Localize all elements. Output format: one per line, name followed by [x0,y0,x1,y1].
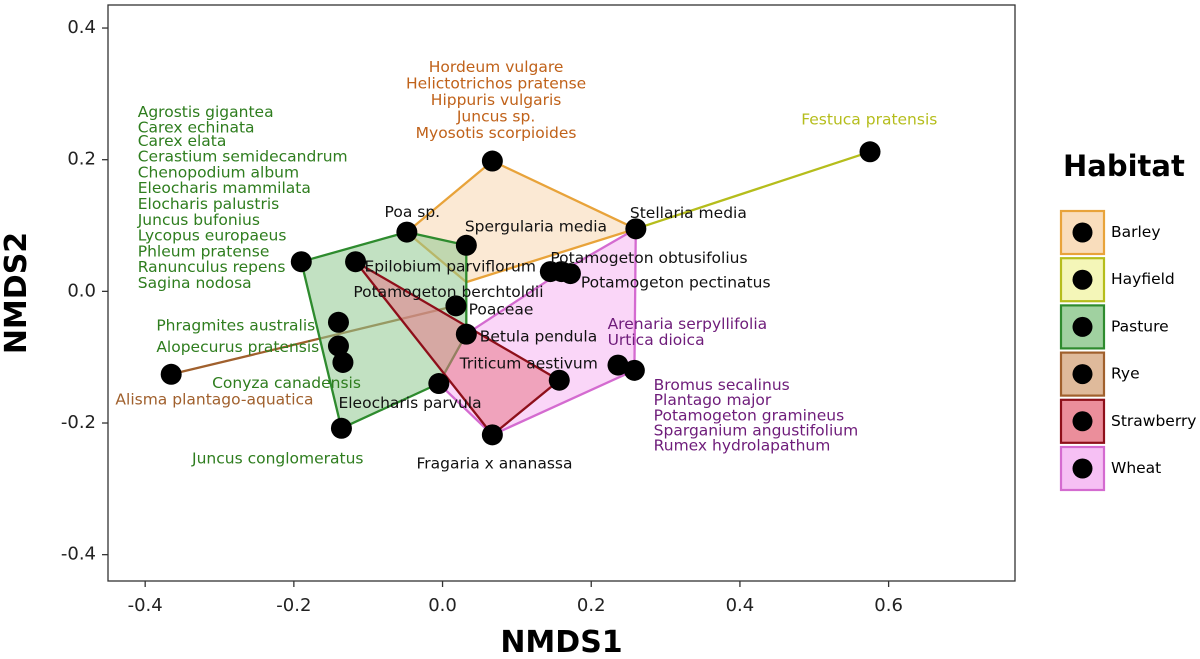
species-label: Potamogeton gramineus [654,406,845,424]
species-label: Potamogeton obtusifolius [550,249,747,267]
species-label: Hordeum vulgare [429,58,564,76]
legend: Habitat Barley Hayfield Pasture Rye Strawber… [1059,149,1197,492]
sample-point [327,311,349,333]
sample-point [859,141,881,163]
species-label: Agrostis gigantea [138,103,274,121]
legend-label-strawberry: Strawberry [1111,412,1197,430]
legend-label-rye: Rye [1111,365,1140,383]
species-label: Spergularia media [465,217,607,235]
legend-label-hayfield: Hayfield [1111,270,1175,288]
y-tick-label: -0.4 [61,544,96,565]
legend-point-icon [1072,269,1093,290]
legend-point-icon [1072,458,1093,479]
legend-point-icon [1072,364,1093,385]
sample-point [327,335,349,357]
x-tick-label: 0.2 [577,595,606,616]
species-label: Triticum aestivum [459,354,598,372]
sample-point [455,234,477,256]
sample-points [160,141,881,446]
sample-point [160,363,182,385]
sample-point [481,424,503,446]
species-label: Helictotrichos pratense [406,74,586,92]
y-axis-title: NMDS2 [0,232,34,354]
x-axis-title: NMDS1 [500,625,622,659]
x-tick-label: 0.6 [874,595,903,616]
y-tick-label: -0.2 [61,412,96,433]
species-label: Phragmites australis [156,317,315,335]
species-label: Rumex hydrolapathum [654,437,831,455]
sample-point [625,218,647,240]
sample-point [445,295,467,317]
legend-label-pasture: Pasture [1111,317,1169,335]
species-label: Alisma plantago-aquatica [115,390,313,408]
sample-point [396,221,418,243]
species-label: Fragaria x ananassa [417,454,573,472]
sample-point [332,351,354,373]
species-label: Plantago major [654,391,772,409]
sample-point [345,251,367,273]
legend-point-icon [1072,411,1093,432]
species-label: Potamogeton pectinatus [581,273,771,291]
y-tick-label: 0.0 [67,280,96,301]
species-label: Poaceae [469,300,534,318]
species-label: Lycopus europaeus [138,227,287,245]
species-label: Sagina nodosa [138,274,252,292]
y-tick-label: 0.2 [67,149,96,170]
hull-hayfield [635,150,871,230]
x-tick-label: 0.0 [428,595,457,616]
sample-point [623,359,645,381]
plot-panel-border [107,4,1016,582]
species-label: Cerastium semidecandrum [138,148,348,166]
hull-strawberry [354,260,561,437]
species-label: Conyza canadensis [212,374,361,392]
species-label: Juncus bufonius [137,211,260,229]
legend-title: Habitat [1063,149,1185,183]
sample-point [548,369,570,391]
species-label: Eleocharis mammilata [138,179,311,197]
species-label: Carex elata [138,132,227,150]
x-axis: -0.4 -0.2 0.0 0.2 0.4 0.6 [128,581,903,616]
legend-point-icon [1072,316,1093,337]
species-label: Festuca pratensis [801,111,937,129]
sample-point [330,417,352,439]
species-label: Phleum pratense [138,242,270,260]
sample-point [290,251,312,273]
species-label: Ranunculus repens [138,258,286,276]
species-label: Eleocharis parvula [338,394,481,412]
sample-point [481,150,503,172]
legend-label-barley: Barley [1111,223,1161,241]
species-label: Hippuris vulgaris [431,91,562,109]
legend-point-icon [1072,222,1093,243]
species-label: Stellaria media [630,204,747,222]
legend-key-hayfield [1059,257,1106,303]
species-label: Betula pendula [480,327,597,345]
species-label: Myosotis scorpioides [416,124,577,142]
species-label: Elocharis palustris [138,195,279,213]
x-tick-label: -0.2 [276,595,311,616]
species-label: Bromus secalinus [654,376,790,394]
sample-point [559,263,581,285]
species-label: Chenopodium album [138,163,299,181]
species-label: Juncus conglomeratus [191,450,364,468]
species-label: Alopecurus pratensis [156,338,319,356]
species-label: Carex echinata [138,119,255,137]
species-label: Poa sp. [385,203,441,221]
sample-point [607,354,629,376]
legend-key-rye [1059,351,1106,397]
species-label: Epilobium parviflorum [364,257,535,275]
x-tick-label: -0.4 [128,595,163,616]
legend-label-wheat: Wheat [1111,459,1161,477]
species-label: Potamogeton berchtoldii [353,283,543,301]
species-label: Juncus sp. [456,107,535,125]
species-label: Arenaria serpyllifolia [608,315,768,333]
sample-point [455,323,477,345]
species-label: Sparganium angustifolium [654,421,859,439]
y-axis: -0.4 -0.2 0.0 0.2 0.4 [61,17,108,565]
species-label: Urtica dioica [608,331,705,349]
y-tick-label: 0.4 [67,17,96,38]
sample-point [428,373,450,395]
x-tick-label: 0.4 [726,595,755,616]
